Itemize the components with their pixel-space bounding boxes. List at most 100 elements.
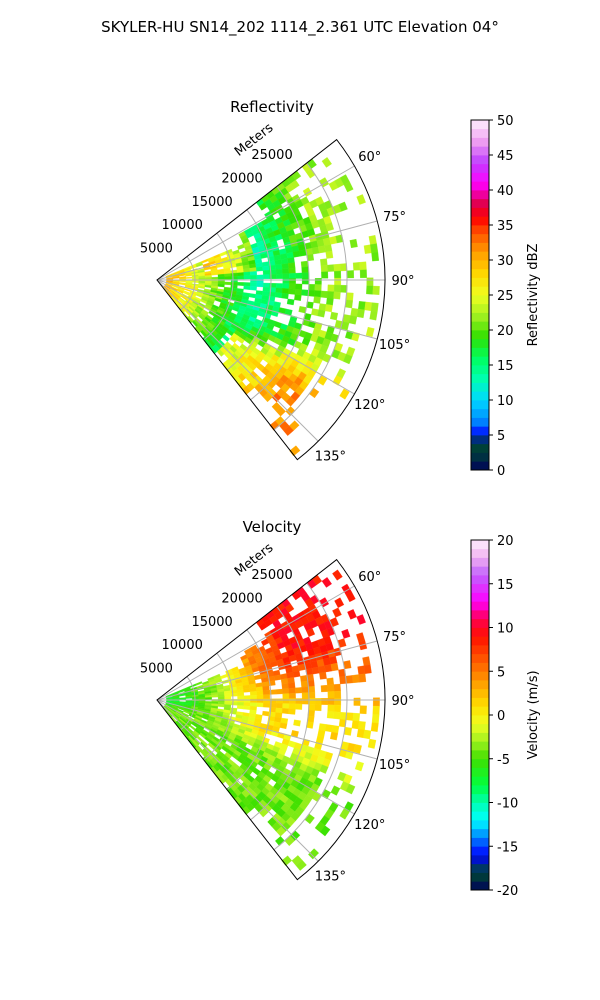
velocity-echo-bin — [347, 609, 357, 620]
reflectivity-echo-bin — [224, 273, 232, 277]
reflectivity-colorbar-segment — [471, 382, 489, 392]
velocity-echo-bin — [354, 761, 364, 772]
reflectivity-colorbar-segment — [471, 452, 489, 462]
velocity-range-tick-label: 10000 — [162, 638, 203, 653]
reflectivity-range-tick-label: 10000 — [162, 218, 203, 233]
velocity-echo-bin — [256, 702, 264, 708]
velocity-colorbar-tick-label: -5 — [497, 753, 510, 768]
velocity-echo-bin — [262, 710, 270, 717]
reflectivity-echo-bin — [372, 285, 380, 295]
velocity-colorbar-tick-label: 20 — [497, 534, 514, 549]
velocity-azimuth-line — [156, 699, 378, 760]
reflectivity-echo-bin — [338, 201, 348, 212]
reflectivity-echo-bin — [346, 292, 354, 301]
velocity-echo-bin — [282, 703, 290, 709]
velocity-colorbar-segment — [471, 715, 489, 725]
reflectivity-echo-bin — [327, 284, 335, 292]
reflectivity-echo-bin — [320, 264, 328, 273]
reflectivity-range-ring — [273, 162, 348, 431]
velocity-angle-tick-label: 90° — [391, 694, 414, 709]
velocity-echo-bin — [287, 677, 295, 684]
velocity-colorbar-segment — [471, 811, 489, 821]
reflectivity-colorbar-segment — [471, 400, 489, 410]
reflectivity-echo-bin — [334, 277, 342, 286]
velocity-echo-bin — [230, 701, 238, 706]
reflectivity-angle-tick-label: 105° — [379, 338, 410, 353]
reflectivity-echo-bin — [275, 283, 283, 289]
reflectivity-colorbar-segment — [471, 312, 489, 322]
reflectivity-echo-bin — [282, 268, 290, 275]
velocity-echo-bin — [224, 693, 232, 697]
velocity-colorbar-segment — [471, 610, 489, 620]
velocity-echo-bin — [243, 705, 251, 710]
reflectivity-range-tick-label: 20000 — [221, 171, 262, 186]
velocity-echo-bin — [282, 698, 290, 704]
reflectivity-colorbar-segment — [471, 120, 489, 130]
reflectivity-angle-tick-label: 75° — [383, 210, 406, 225]
reflectivity-echo-bin — [282, 283, 290, 289]
reflectivity-colorbar-segment — [471, 347, 489, 357]
reflectivity-echo-bin — [295, 283, 303, 290]
reflectivity-echo-bin — [311, 246, 320, 255]
reflectivity-echo-bin — [368, 235, 377, 245]
velocity-range-tick-label: 20000 — [221, 591, 262, 606]
velocity-echo-bin — [363, 729, 372, 740]
velocity-echo-bin — [334, 690, 342, 699]
velocity-echo-bin — [275, 707, 283, 714]
reflectivity-echo-bin — [365, 326, 375, 338]
reflectivity-echo-bin — [263, 282, 270, 288]
reflectivity-echo-bin — [317, 309, 326, 318]
velocity-echo-bin — [275, 688, 283, 695]
reflectivity-colorbar-segment — [471, 225, 489, 235]
reflectivity-echo-bin — [217, 273, 225, 278]
velocity-echo-bin — [353, 697, 361, 706]
velocity-echo-bin — [367, 738, 377, 749]
reflectivity-echo-bin — [282, 273, 290, 279]
velocity-echo-bin — [285, 603, 295, 613]
reflectivity-colorbar-segment — [471, 277, 489, 287]
reflectivity-echo-bin — [243, 285, 251, 290]
velocity-echo-bin — [332, 569, 343, 581]
velocity-echo-bin — [220, 673, 228, 680]
reflectivity-colorbar-segment — [471, 207, 489, 217]
velocity-colorbar-segment — [471, 680, 489, 690]
reflectivity-echo-bin — [289, 445, 301, 457]
reflectivity-echo-bin — [262, 265, 270, 271]
velocity-echo-bin — [352, 674, 360, 684]
velocity-echo-bin — [371, 714, 380, 724]
reflectivity-range-tick-label: 5000 — [140, 242, 173, 257]
velocity-echo-bin — [358, 673, 367, 683]
reflectivity-echo-bin — [287, 257, 295, 264]
velocity-azimuth-line — [156, 699, 355, 815]
velocity-echo-bin — [301, 698, 309, 705]
reflectivity-echo-bin — [299, 249, 307, 257]
velocity-echo-bin — [275, 703, 283, 709]
reflectivity-colorbar-tick-label: 10 — [497, 394, 514, 409]
reflectivity-echo-bin — [281, 263, 289, 270]
reflectivity-colorbar-segment — [471, 295, 489, 305]
velocity-echo-bin — [243, 688, 251, 693]
reflectivity-echo-bin — [219, 251, 227, 257]
velocity-echo-bin — [330, 785, 341, 796]
reflectivity-echo-bin — [230, 272, 238, 277]
reflectivity-echo-bin — [274, 292, 283, 299]
reflectivity-echo-bin — [288, 262, 296, 269]
velocity-range-ring — [273, 582, 348, 851]
reflectivity-angle-tick-label: 90° — [391, 274, 414, 289]
velocity-angle-tick-label: 135° — [315, 869, 346, 884]
reflectivity-echo-bin — [263, 274, 271, 280]
reflectivity-colorbar-segment — [471, 417, 489, 427]
velocity-colorbar-segment — [471, 741, 489, 751]
velocity-echo-bin — [346, 712, 354, 721]
velocity-field — [162, 569, 380, 871]
velocity-colorbar-segment — [471, 767, 489, 777]
reflectivity-echo-bin — [325, 304, 333, 313]
reflectivity-sector-frame — [156, 138, 386, 461]
reflectivity-colorbar-tick-label: 0 — [497, 464, 505, 479]
reflectivity-echo-bin — [192, 280, 199, 283]
velocity-colorbar-segment — [471, 662, 489, 672]
reflectivity-colorbar-tick-label: 15 — [497, 359, 514, 374]
velocity-colorbar-segment — [471, 828, 489, 838]
reflectivity-colorbar-tick-label: 5 — [497, 429, 505, 444]
reflectivity-colorbar: 0 5 10 15 20 25 30 35 40 45 50 Reflectivity dBZ — [470, 114, 541, 479]
